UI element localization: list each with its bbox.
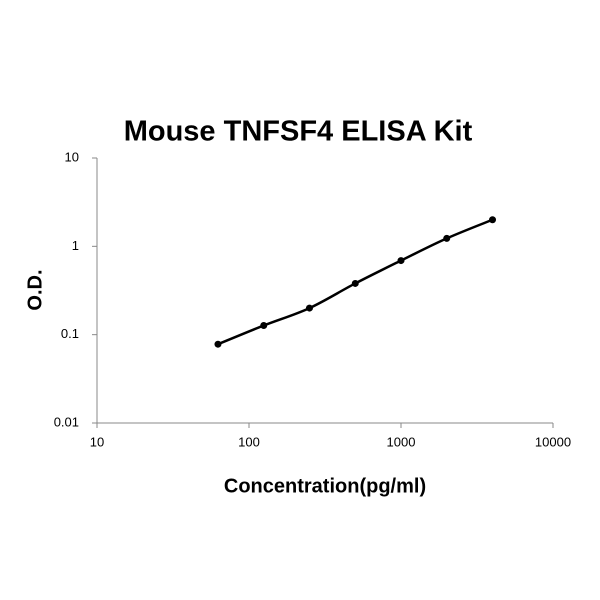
data-point xyxy=(351,279,359,287)
x-tick-label: 10 xyxy=(90,434,104,449)
x-tick-label: 100 xyxy=(238,434,260,449)
y-axis-label: O.D. xyxy=(24,269,46,310)
data-point xyxy=(397,257,405,265)
chart-title: Mouse TNFSF4 ELISA Kit xyxy=(124,116,473,148)
data-point xyxy=(214,340,222,348)
x-tick-label: 10000 xyxy=(535,434,571,449)
y-tick-label: 0.01 xyxy=(54,414,79,429)
data-point xyxy=(305,304,313,312)
data-point xyxy=(443,234,451,242)
y-tick-label: 1 xyxy=(72,238,79,253)
x-axis-label: Concentration(pg/ml) xyxy=(224,475,426,497)
data-point xyxy=(489,216,497,224)
data-point xyxy=(260,321,268,329)
x-tick-label: 1000 xyxy=(387,434,416,449)
y-tick-label: 0.1 xyxy=(61,326,79,341)
y-tick-label: 10 xyxy=(65,149,79,164)
